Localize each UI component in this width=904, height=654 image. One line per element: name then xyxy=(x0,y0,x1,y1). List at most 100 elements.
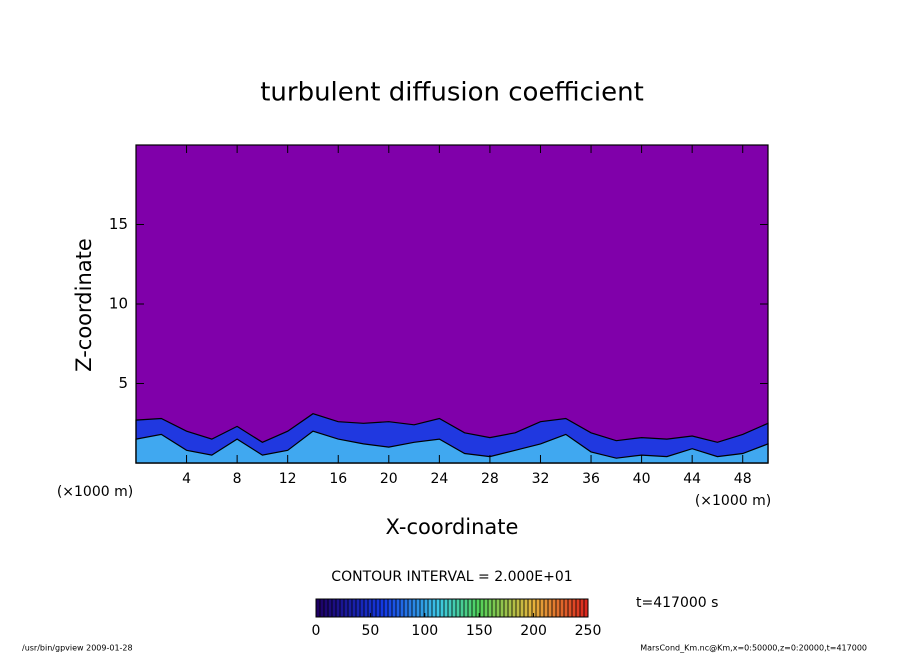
colorbar-cell xyxy=(556,599,561,617)
x-tick-label: 48 xyxy=(734,471,752,487)
x-unit-label: (×1000 m) xyxy=(695,493,771,509)
colorbar-cell xyxy=(444,599,449,617)
colorbar-cell xyxy=(364,599,369,617)
colorbar-cell xyxy=(584,599,589,617)
colorbar-cell xyxy=(548,599,553,617)
colorbar-cell xyxy=(480,599,485,617)
colorbar-cell xyxy=(456,599,461,617)
colorbar-cell xyxy=(328,599,333,617)
colorbar-cell xyxy=(448,599,453,617)
colorbar-cell xyxy=(568,599,573,617)
x-tick-label: 20 xyxy=(380,471,398,487)
colorbar-cell xyxy=(416,599,421,617)
colorbar-cell xyxy=(472,599,477,617)
colorbar-cell xyxy=(488,599,493,617)
colorbar-cell xyxy=(552,599,557,617)
footer-right: MarsCond_Km.nc@Km,x=0:50000,z=0:20000,t=… xyxy=(640,644,867,653)
footer-left: /usr/bin/gpview 2009-01-28 xyxy=(22,644,133,653)
x-tick-label: 8 xyxy=(233,471,242,487)
colorbar-cell xyxy=(356,599,361,617)
colorbar-cell xyxy=(484,599,489,617)
x-tick-label: 12 xyxy=(279,471,297,487)
colorbar-cell xyxy=(420,599,425,617)
x-unit-label: (×1000 m) xyxy=(57,484,133,500)
x-tick-label: 36 xyxy=(582,471,600,487)
colorbar-frame xyxy=(315,598,589,618)
colorbar-tick-label: 100 xyxy=(411,623,438,639)
colorbar-cell xyxy=(332,599,337,617)
colorbar-cell xyxy=(376,599,381,617)
colorbar-cell xyxy=(424,599,429,617)
colorbar-cell xyxy=(440,599,445,617)
contour-region xyxy=(135,430,769,464)
colorbar-cell xyxy=(352,599,357,617)
colorbar-cell xyxy=(492,599,497,617)
colorbar-cell xyxy=(500,599,505,617)
plot-background xyxy=(136,145,768,463)
colorbar-cell xyxy=(528,599,533,617)
contour-interval: CONTOUR INTERVAL = 2.000E+01 xyxy=(331,569,572,585)
colorbar-cell xyxy=(512,599,517,617)
colorbar-cell xyxy=(544,599,549,617)
colorbar-cell xyxy=(396,599,401,617)
colorbar-cell xyxy=(432,599,437,617)
colorbar-cell xyxy=(464,599,469,617)
colorbar-cell xyxy=(360,599,365,617)
colorbar-tick-label: 250 xyxy=(575,623,602,639)
colorbar-cell xyxy=(408,599,413,617)
colorbar-cell xyxy=(372,599,377,617)
x-tick-label: 28 xyxy=(481,471,499,487)
time-label: t=417000 s xyxy=(636,595,718,611)
colorbar-cell xyxy=(436,599,441,617)
colorbar-cell xyxy=(348,599,353,617)
colorbar-cell xyxy=(524,599,529,617)
x-tick-label: 4 xyxy=(182,471,191,487)
x-tick-label: 40 xyxy=(633,471,651,487)
colorbar-tick-label: 150 xyxy=(466,623,493,639)
colorbar-cell xyxy=(412,599,417,617)
colorbar-cell xyxy=(576,599,581,617)
colorbar-cell xyxy=(532,599,537,617)
colorbar-cell xyxy=(380,599,385,617)
colorbar-tick-label: 0 xyxy=(312,623,321,639)
colorbar-cell xyxy=(388,599,393,617)
colorbar-cell xyxy=(460,599,465,617)
colorbar-cell xyxy=(536,599,541,617)
colorbar-cell xyxy=(392,599,397,617)
colorbar-cell xyxy=(428,599,433,617)
x-tick-label: 44 xyxy=(683,471,701,487)
colorbar-cell xyxy=(452,599,457,617)
colorbar-cell xyxy=(572,599,577,617)
colorbar-cell xyxy=(468,599,473,617)
y-tick-label: 10 xyxy=(109,295,128,313)
colorbar-cell xyxy=(508,599,513,617)
x-axis-label: X-coordinate xyxy=(386,515,519,539)
colorbar-cell xyxy=(496,599,501,617)
colorbar-tick-label: 200 xyxy=(520,623,547,639)
colorbar-cell xyxy=(520,599,525,617)
colorbar-cell xyxy=(324,599,329,617)
x-tick-label: 16 xyxy=(329,471,347,487)
colorbar-cell xyxy=(560,599,565,617)
colorbar-cell xyxy=(404,599,409,617)
colorbar-cell xyxy=(340,599,345,617)
colorbar-cell xyxy=(504,599,509,617)
colorbar-cell xyxy=(580,599,585,617)
colorbar-cell xyxy=(320,599,325,617)
colorbar-cell xyxy=(368,599,373,617)
colorbar-cell xyxy=(316,599,321,617)
colorbar-cell xyxy=(400,599,405,617)
colorbar-cell xyxy=(476,599,481,617)
colorbar-cell xyxy=(540,599,545,617)
chart-title: turbulent diffusion coefficient xyxy=(260,78,644,108)
colorbar-cell xyxy=(344,599,349,617)
y-axis-label: Z-coordinate xyxy=(72,238,96,372)
x-tick-label: 24 xyxy=(430,471,448,487)
x-tick-label: 32 xyxy=(532,471,550,487)
y-tick-label: 15 xyxy=(109,215,128,233)
colorbar-tick-label: 50 xyxy=(361,623,379,639)
y-tick-label: 5 xyxy=(118,374,128,392)
colorbar-cell xyxy=(336,599,341,617)
colorbar-cell xyxy=(384,599,389,617)
